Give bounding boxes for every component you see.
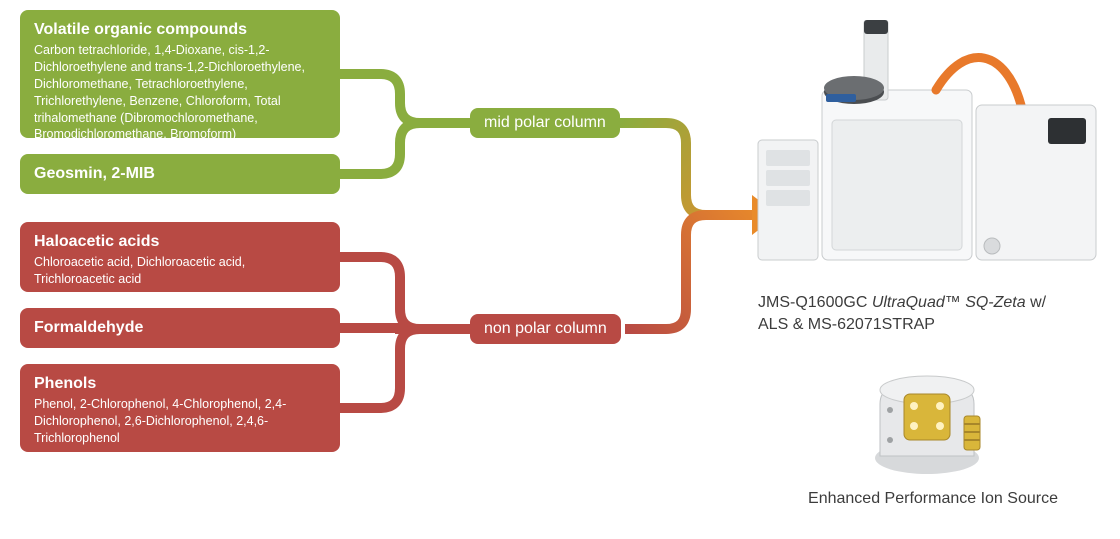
box-phenols-title: Phenols [34, 374, 326, 394]
instrument-series: UltraQuad™ SQ-Zeta [867, 294, 1030, 311]
instrument-line2: ALS & MS-62071STRAP [758, 316, 935, 333]
instrument-tail: w/ [1030, 294, 1046, 311]
box-formaldehyde-title: Formaldehyde [34, 318, 326, 338]
tag-non-polar: non polar column [470, 314, 621, 344]
box-haloacetic-detail: Chloroacetic acid, Dichloroacetic acid, … [34, 254, 326, 288]
box-geosmin-title: Geosmin, 2-MIB [34, 164, 326, 184]
box-haloacetic: Haloacetic acids Chloroacetic acid, Dich… [20, 222, 340, 292]
box-geosmin: Geosmin, 2-MIB [20, 154, 340, 194]
box-formaldehyde: Formaldehyde [20, 308, 340, 348]
instrument-caption: JMS-Q1600GC UltraQuad™ SQ-Zeta w/ ALS & … [758, 292, 1098, 335]
instrument-illustration [756, 20, 1100, 280]
box-voc-detail: Carbon tetrachloride, 1,4-Dioxane, cis-1… [34, 42, 326, 143]
box-phenols: Phenols Phenol, 2-Chlorophenol, 4-Chloro… [20, 364, 340, 452]
box-voc: Volatile organic compounds Carbon tetrac… [20, 10, 340, 138]
ion-source-illustration [852, 360, 1002, 480]
box-phenols-detail: Phenol, 2-Chlorophenol, 4-Chlorophenol, … [34, 396, 326, 447]
tag-mid-polar: mid polar column [470, 108, 620, 138]
box-voc-title: Volatile organic compounds [34, 20, 326, 40]
ion-source-caption: Enhanced Performance Ion Source [788, 488, 1078, 510]
box-haloacetic-title: Haloacetic acids [34, 232, 326, 252]
instrument-model: JMS-Q1600GC [758, 294, 867, 311]
